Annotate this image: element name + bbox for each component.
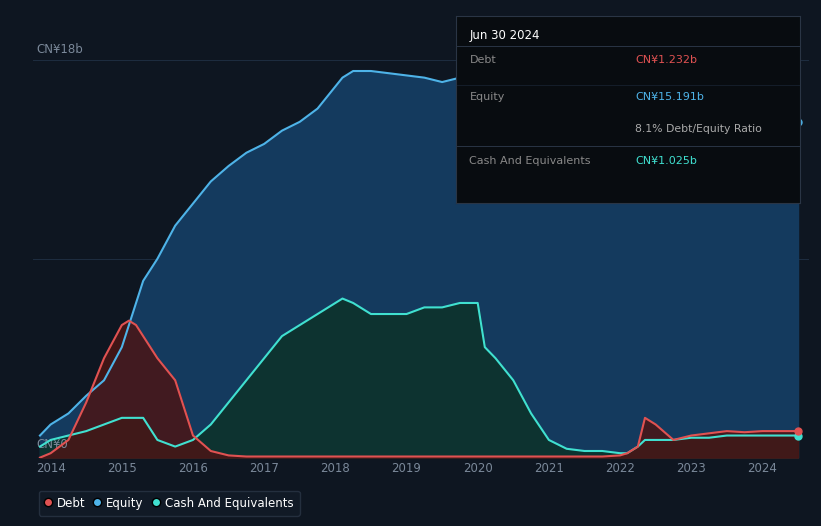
Text: CN¥18b: CN¥18b <box>37 43 84 56</box>
Text: 8.1% Debt/Equity Ratio: 8.1% Debt/Equity Ratio <box>635 124 762 134</box>
Text: CN¥1.025b: CN¥1.025b <box>635 156 697 166</box>
Text: CN¥15.191b: CN¥15.191b <box>635 93 704 103</box>
Text: CN¥0: CN¥0 <box>37 438 68 451</box>
Text: Debt: Debt <box>470 55 496 65</box>
Text: Cash And Equivalents: Cash And Equivalents <box>470 156 591 166</box>
Text: Jun 30 2024: Jun 30 2024 <box>470 29 540 42</box>
Legend: Debt, Equity, Cash And Equivalents: Debt, Equity, Cash And Equivalents <box>39 491 300 516</box>
Text: CN¥1.232b: CN¥1.232b <box>635 55 697 65</box>
Text: Equity: Equity <box>470 93 505 103</box>
